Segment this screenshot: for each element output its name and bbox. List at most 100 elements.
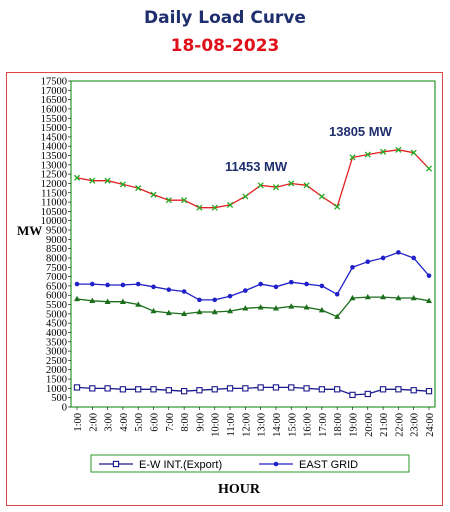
x-tick-label: 7:00: [165, 413, 176, 432]
data-point: [396, 250, 401, 255]
y-tick-label: 8500: [46, 244, 67, 255]
y-axis-label: MW: [17, 223, 42, 238]
y-tick-label: 0: [62, 403, 67, 414]
x-tick-label: 14:00: [272, 413, 283, 437]
x-tick-label: 16:00: [303, 413, 314, 437]
data-point: [334, 291, 340, 297]
data-point: [257, 182, 264, 189]
data-point: [227, 293, 233, 299]
data-point: [364, 390, 371, 398]
data-point: [211, 308, 218, 315]
data-point: [365, 259, 371, 264]
data-point: [410, 149, 417, 156]
y-tick-label: 17500: [41, 77, 67, 88]
data-point: [104, 298, 111, 304]
data-point: [165, 387, 172, 394]
data-point: [181, 310, 188, 317]
y-tick-label: 9500: [46, 226, 67, 237]
x-tick-label: 2:00: [88, 413, 99, 432]
x-tick-label: 8:00: [180, 413, 191, 432]
data-point: [334, 386, 341, 393]
data-point: [380, 293, 387, 300]
series-line: [76, 296, 430, 318]
y-tick-label: 13500: [41, 151, 67, 162]
chart-date: 18-08-2023: [170, 36, 280, 56]
chart-frame: 0 500 1000 1500 2000 2500 3000 3500 4000 4500 5000…: [6, 72, 443, 506]
data-point: [425, 165, 433, 172]
data-point: [180, 388, 188, 395]
annotation-midday-peak: 11453 MW: [225, 159, 288, 174]
y-tick-label: 7500: [46, 263, 67, 274]
data-point: [349, 294, 356, 301]
x-tick-label: 22:00: [394, 413, 405, 437]
annotation-evening-peak: 13805 MW: [329, 124, 393, 139]
y-tick-label: 6000: [46, 291, 67, 302]
data-point: [242, 193, 249, 200]
y-tick-label: 7000: [46, 272, 67, 283]
data-point: [425, 388, 433, 395]
data-point: [273, 284, 279, 290]
data-point: [242, 305, 249, 311]
y-tick-label: 500: [51, 393, 67, 404]
data-point: [135, 185, 142, 192]
data-point: [196, 308, 203, 315]
data-point: [318, 193, 325, 200]
legend-label: E-W INT.(Export): [139, 459, 222, 471]
series-1: [74, 250, 432, 303]
data-point: [166, 287, 172, 292]
y-tick-label: 10000: [41, 216, 67, 227]
data-point: [112, 460, 120, 468]
legend-box: [90, 454, 410, 473]
x-axis-ticks: 1:00 2:00 3:00 4:00 5:00 6:00 7:00 8:00 9:00 10:0…: [73, 407, 436, 437]
data-point: [196, 204, 203, 211]
series-2: [74, 293, 432, 319]
data-point: [104, 177, 111, 184]
x-tick-label: 23:00: [410, 413, 421, 437]
x-tick-label: 9:00: [195, 413, 206, 432]
x-tick-label: 1:00: [73, 413, 84, 432]
y-tick-label: 2500: [46, 356, 67, 367]
series-layer: [73, 146, 433, 399]
y-tick-label: 16500: [41, 95, 67, 106]
data-point: [288, 303, 295, 309]
data-point: [395, 386, 402, 393]
y-tick-label: 3500: [46, 337, 67, 348]
data-point: [135, 281, 141, 287]
y-tick-label: 15000: [41, 123, 67, 134]
data-point: [89, 297, 96, 304]
x-tick-label: 13:00: [257, 413, 268, 437]
data-point: [227, 307, 234, 314]
data-point: [257, 304, 264, 310]
data-point: [395, 294, 402, 301]
data-point: [196, 387, 203, 394]
y-tick-label: 13000: [41, 160, 67, 171]
legend: E-W INT.(Export) EAST GRID: [90, 454, 410, 473]
data-point: [181, 289, 187, 294]
x-tick-label: 3:00: [104, 413, 115, 432]
y-tick-label: 11000: [41, 198, 67, 209]
data-point: [272, 384, 280, 391]
x-axis-label: HOUR: [218, 482, 261, 497]
data-point: [73, 384, 81, 391]
y-tick-label: 6500: [46, 281, 67, 292]
data-point: [272, 305, 279, 311]
data-point: [410, 294, 417, 301]
data-point: [380, 255, 386, 261]
x-tick-label: 17:00: [318, 413, 329, 437]
data-point: [197, 297, 202, 303]
data-point: [73, 174, 81, 181]
data-point: [334, 313, 341, 319]
data-point: [410, 387, 417, 394]
data-point: [89, 177, 96, 184]
data-point: [349, 391, 356, 399]
x-tick-label: 20:00: [364, 413, 375, 437]
y-tick-label: 5500: [46, 300, 67, 311]
y-tick-label: 5000: [46, 309, 67, 320]
data-point: [119, 386, 127, 393]
data-point: [90, 281, 95, 287]
data-point: [226, 201, 234, 208]
data-point: [426, 273, 432, 278]
data-point: [379, 386, 387, 393]
data-point: [211, 386, 218, 393]
y-tick-label: 14000: [41, 142, 67, 153]
